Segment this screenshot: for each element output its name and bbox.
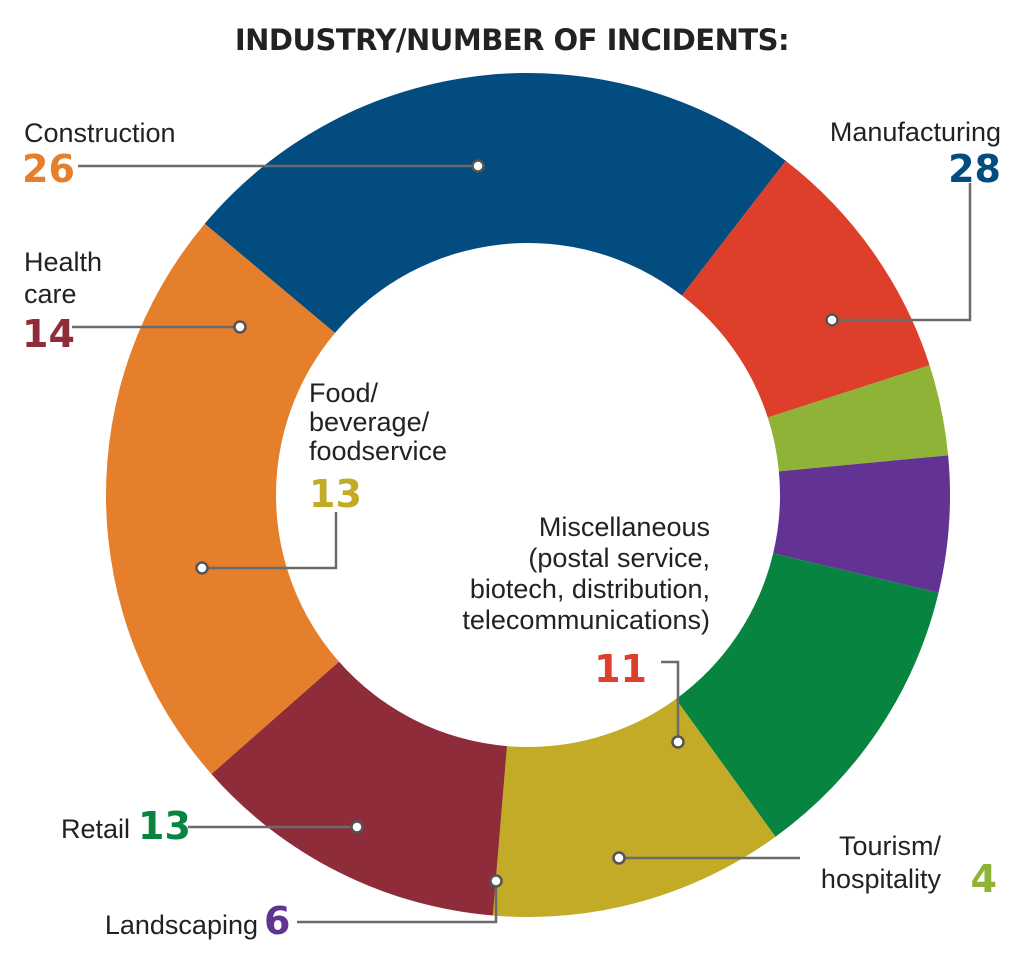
slice-food: [492, 699, 776, 918]
leader-line-misc: [661, 660, 680, 742]
slice-label-food: Food/beverage/foodservice: [309, 378, 447, 466]
leader-dot-food: [195, 561, 209, 575]
slice-label-retail: Retail: [61, 814, 130, 844]
leader-line-manufacturing: [832, 183, 972, 322]
slice-value-food: 13: [309, 472, 362, 516]
leader-dot-manufacturing: [825, 313, 839, 327]
slice-landscaping: [773, 455, 951, 593]
slice-retail: [675, 553, 939, 837]
slice-manufacturing: [204, 73, 786, 334]
leader-line-landscaping: [297, 881, 498, 924]
leader-dot-misc: [671, 735, 685, 749]
slice-value-retail: 13: [138, 804, 191, 848]
leader-line-food: [202, 512, 338, 570]
slice-value-landscaping: 6: [264, 899, 290, 943]
slice-value-misc: 11: [594, 647, 647, 691]
leader-dot-tourism: [612, 851, 626, 865]
slice-misc: [681, 160, 930, 418]
slice-healthcare: [211, 661, 507, 916]
leader-line-group: [72, 159, 972, 924]
slice-value-tourism: 4: [971, 857, 997, 901]
slice-value-manufacturing: 28: [948, 147, 1001, 191]
slice-label-landscaping: Landscaping: [105, 910, 258, 940]
slice-label-construction: Construction: [24, 118, 176, 148]
slice-group: [105, 73, 951, 918]
slice-value-construction: 26: [22, 147, 75, 191]
leader-dot-construction: [471, 159, 485, 173]
slice-tourism: [767, 365, 949, 472]
leader-dot-retail: [350, 820, 364, 834]
slice-construction: [105, 223, 339, 775]
slice-label-tourism: Tourism/hospitality: [821, 831, 942, 894]
leader-dot-landscaping: [489, 874, 503, 888]
slice-value-healthcare: 14: [22, 312, 75, 356]
slice-label-manufacturing: Manufacturing: [830, 117, 1001, 147]
slice-label-misc: Miscellaneous (postal service, biotech, di…: [462, 512, 710, 635]
slice-label-healthcare: Health care: [24, 247, 102, 309]
chart-title: INDUSTRY/NUMBER OF INCIDENTS:: [235, 23, 789, 57]
leader-dot-healthcare: [233, 320, 247, 334]
